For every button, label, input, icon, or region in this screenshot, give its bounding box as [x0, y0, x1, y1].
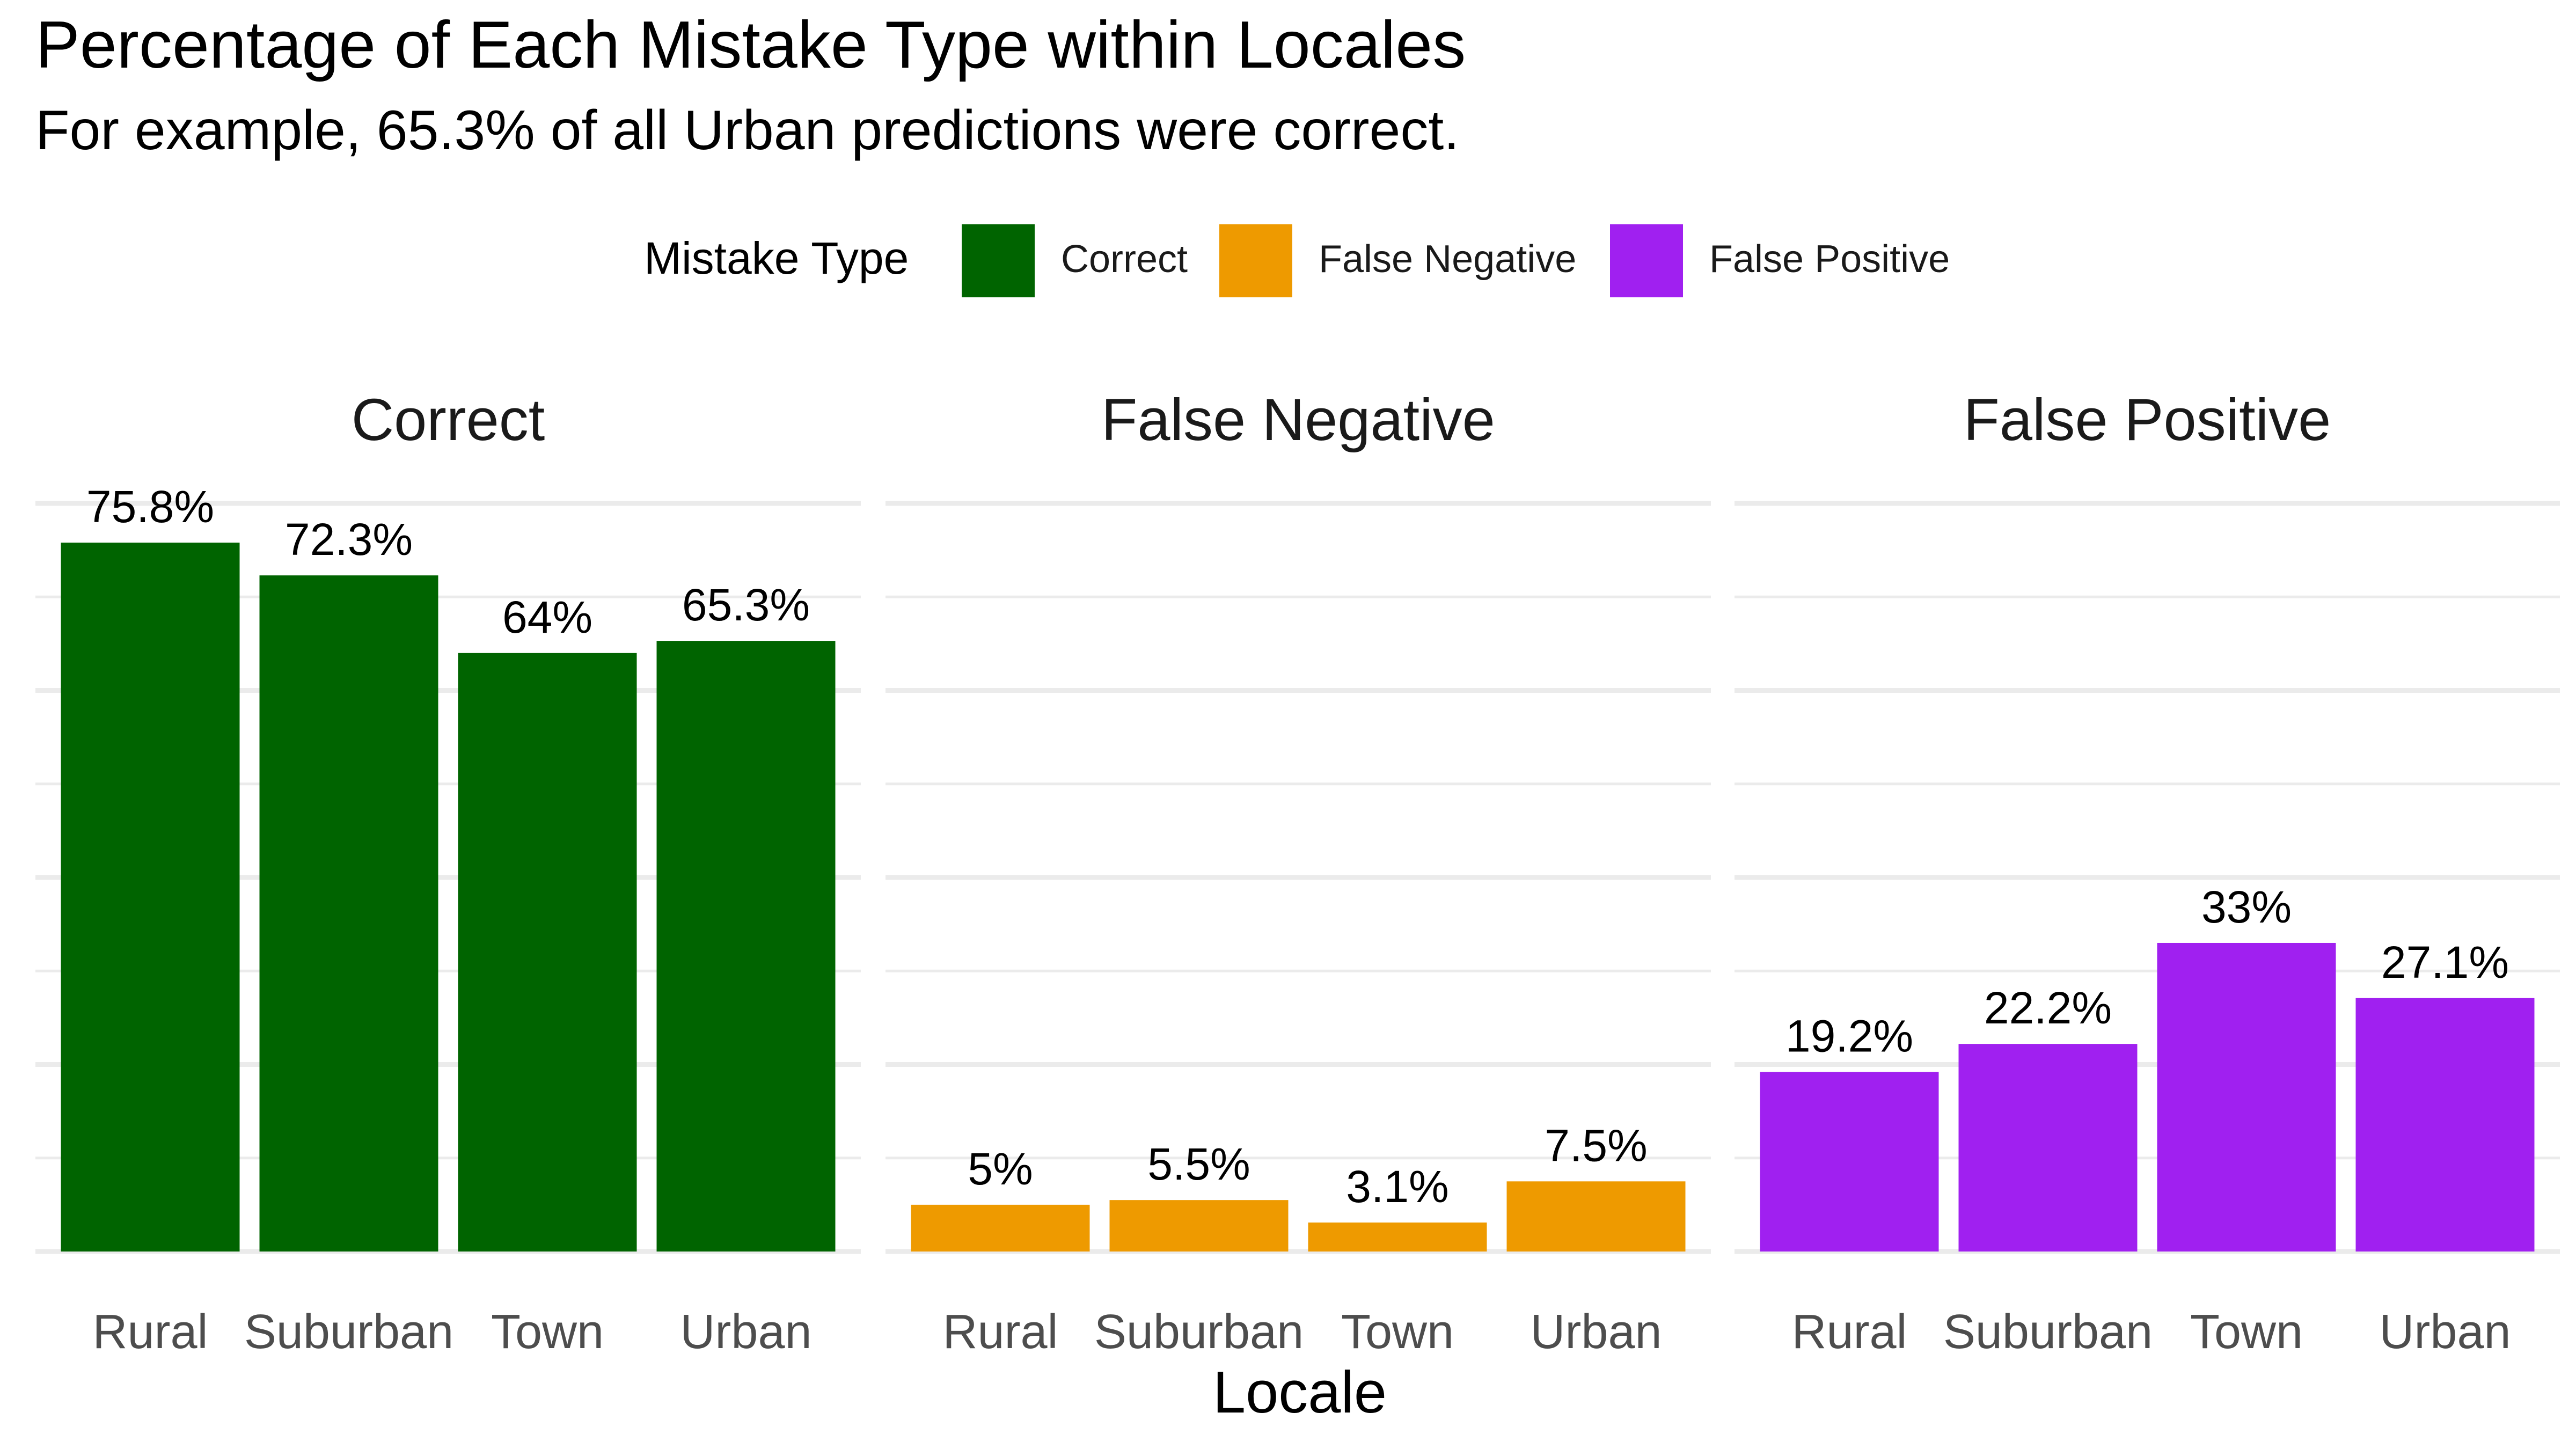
data-label: 5.5% — [1147, 1139, 1250, 1189]
data-label: 33% — [2201, 882, 2292, 932]
facet-title: Correct — [352, 387, 545, 453]
chart-subtitle: For example, 65.3% of all Urban predicti… — [35, 99, 1459, 162]
bar — [2355, 998, 2535, 1252]
x-tick-label: Town — [491, 1305, 604, 1359]
bar — [2157, 942, 2336, 1252]
data-label: 64% — [502, 592, 592, 642]
data-label: 19.2% — [1785, 1011, 1913, 1061]
x-tick-label: Rural — [1791, 1305, 1907, 1359]
x-tick-label: Suburban — [1094, 1305, 1304, 1359]
bar — [1760, 1072, 1939, 1252]
bar — [1308, 1222, 1487, 1252]
data-label: 5% — [968, 1144, 1033, 1194]
x-tick-label: Rural — [92, 1305, 208, 1359]
legend-label: False Positive — [1709, 238, 1950, 281]
legend-label: False Negative — [1319, 238, 1576, 281]
x-tick-label: Town — [2190, 1305, 2303, 1359]
facet-title: False Positive — [1964, 387, 2331, 453]
facet-title: False Negative — [1101, 387, 1495, 453]
data-label: 3.1% — [1346, 1161, 1448, 1212]
facet-panel: False Negative 5% Rural 5.5% Suburban 3.1% Tow… — [885, 387, 1711, 1359]
data-label: 7.5% — [1545, 1120, 1647, 1170]
bar — [1958, 1044, 2138, 1252]
legend-entry: False Positive — [1610, 224, 1950, 297]
data-label: 27.1% — [2381, 937, 2509, 987]
legend-label: Correct — [1061, 238, 1188, 281]
chart-title: Percentage of Each Mistake Type within L… — [35, 8, 1466, 82]
facet-panel: False Positive 19.2% Rural 22.2% Suburban 33%… — [1735, 387, 2560, 1359]
legend-key — [1219, 224, 1292, 297]
legend-key — [1610, 224, 1683, 297]
x-tick-label: Suburban — [244, 1305, 453, 1359]
bar — [1109, 1200, 1289, 1252]
data-label: 22.2% — [1984, 983, 2112, 1033]
x-axis-label: Locale — [1213, 1359, 1387, 1425]
bar — [458, 653, 637, 1252]
x-tick-label: Urban — [680, 1305, 811, 1359]
facet-panel: Correct 75.8% Rural 72.3% Suburban 64% Town 65.… — [35, 387, 861, 1359]
data-label: 75.8% — [86, 481, 214, 532]
legend-title: Mistake Type — [644, 233, 909, 283]
x-tick-label: Rural — [942, 1305, 1058, 1359]
bar — [259, 575, 438, 1252]
legend-entry: Correct — [962, 224, 1188, 297]
bar — [911, 1204, 1090, 1252]
x-tick-label: Town — [1341, 1305, 1454, 1359]
bar — [1506, 1181, 1686, 1252]
bar — [656, 641, 836, 1252]
bar — [61, 543, 240, 1252]
x-tick-label: Urban — [2379, 1305, 2511, 1359]
facet-panels: Correct 75.8% Rural 72.3% Suburban 64% Town 65.… — [35, 387, 2560, 1359]
x-tick-label: Urban — [1530, 1305, 1662, 1359]
legend-key — [962, 224, 1035, 297]
legend-entry: False Negative — [1219, 224, 1576, 297]
data-label: 65.3% — [682, 580, 810, 630]
legend: Mistake Type Correct False Negative False … — [644, 224, 1950, 297]
data-label: 72.3% — [285, 514, 413, 565]
x-tick-label: Suburban — [1943, 1305, 2153, 1359]
